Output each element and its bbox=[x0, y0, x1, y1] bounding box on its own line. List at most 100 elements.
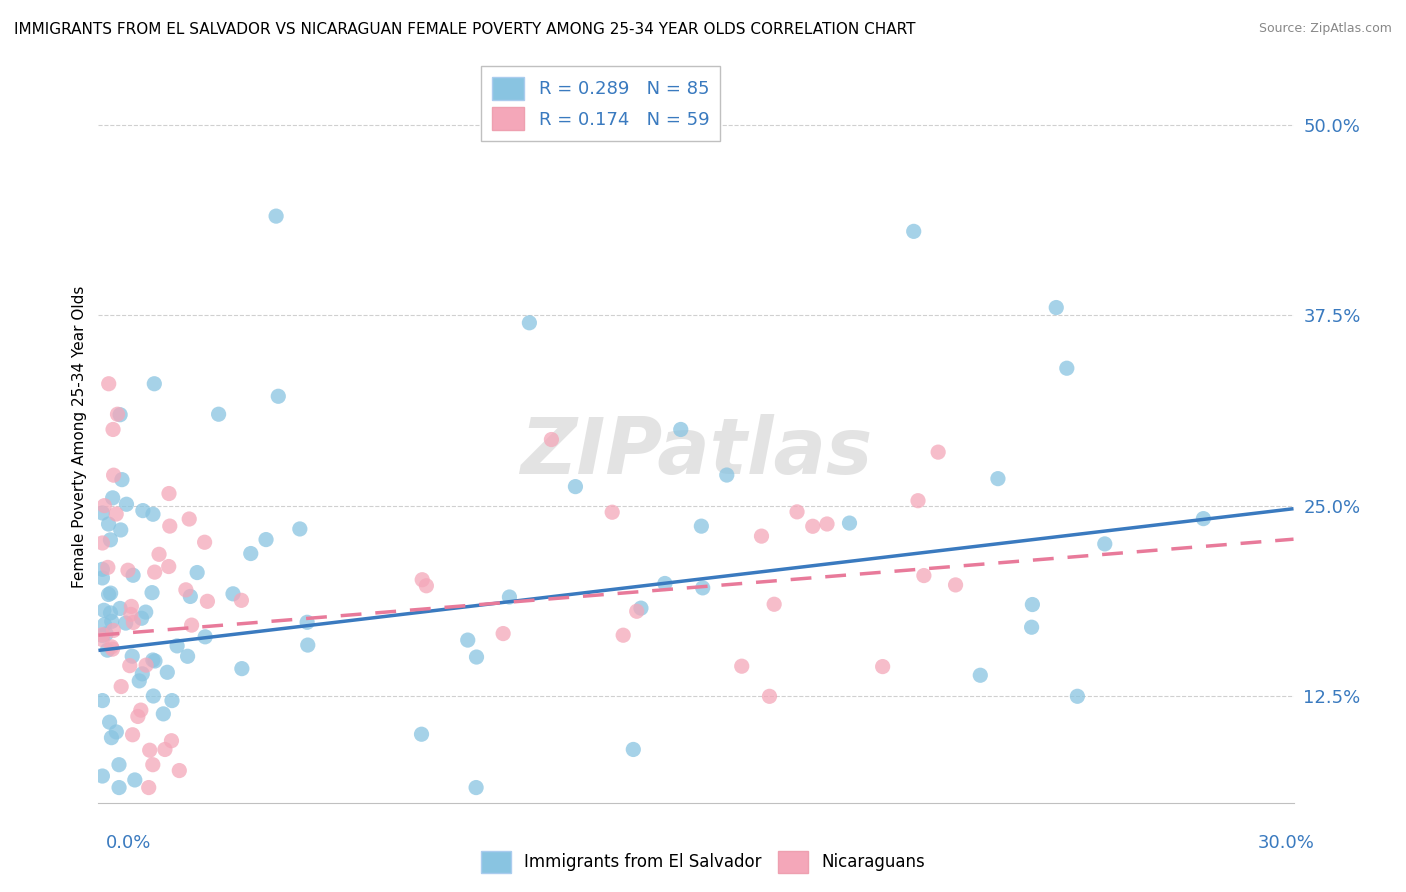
Point bbox=[267, 389, 290, 403]
Point bbox=[540, 433, 562, 447]
Point bbox=[142, 508, 165, 522]
Point bbox=[91, 627, 114, 641]
Point bbox=[239, 547, 262, 561]
Point bbox=[207, 407, 229, 421]
Point bbox=[111, 473, 134, 487]
Point bbox=[124, 772, 146, 787]
Point bbox=[838, 516, 860, 530]
Point bbox=[716, 468, 738, 483]
Point bbox=[103, 468, 125, 483]
Point bbox=[1021, 598, 1043, 612]
Point bbox=[108, 408, 131, 422]
Point bbox=[91, 562, 114, 576]
Point bbox=[174, 582, 197, 597]
Point bbox=[465, 780, 488, 795]
Point bbox=[612, 628, 634, 642]
Point bbox=[492, 626, 515, 640]
Point bbox=[91, 693, 114, 707]
Point bbox=[128, 673, 150, 688]
Point bbox=[786, 505, 808, 519]
Point bbox=[148, 547, 170, 561]
Point bbox=[669, 422, 692, 436]
Point bbox=[295, 615, 318, 630]
Point bbox=[411, 573, 433, 587]
Point bbox=[100, 533, 122, 547]
Point bbox=[169, 764, 191, 778]
Point bbox=[231, 593, 253, 607]
Point bbox=[118, 658, 141, 673]
Point bbox=[108, 601, 131, 615]
Point bbox=[131, 666, 153, 681]
Point bbox=[264, 209, 287, 223]
Point bbox=[907, 493, 929, 508]
Point bbox=[1192, 511, 1215, 525]
Point bbox=[110, 523, 132, 537]
Point bbox=[969, 668, 991, 682]
Legend: R = 0.289   N = 85, R = 0.174   N = 59: R = 0.289 N = 85, R = 0.174 N = 59 bbox=[481, 66, 720, 141]
Point bbox=[114, 616, 136, 631]
Point bbox=[927, 445, 949, 459]
Point bbox=[1094, 537, 1116, 551]
Point bbox=[231, 662, 253, 676]
Point bbox=[103, 624, 125, 638]
Point bbox=[1066, 690, 1088, 704]
Point bbox=[152, 706, 174, 721]
Point bbox=[690, 519, 713, 533]
Legend: Immigrants from El Salvador, Nicaraguans: Immigrants from El Salvador, Nicaraguans bbox=[474, 845, 932, 880]
Text: ZIPatlas: ZIPatlas bbox=[520, 414, 872, 490]
Point bbox=[96, 627, 118, 641]
Point bbox=[179, 590, 201, 604]
Point bbox=[194, 630, 217, 644]
Point bbox=[654, 576, 676, 591]
Point bbox=[157, 486, 180, 500]
Text: 30.0%: 30.0% bbox=[1258, 834, 1315, 852]
Point bbox=[1021, 620, 1043, 634]
Point bbox=[108, 757, 131, 772]
Point bbox=[132, 503, 155, 517]
Point bbox=[415, 579, 437, 593]
Point bbox=[120, 599, 142, 614]
Point bbox=[166, 639, 188, 653]
Point bbox=[186, 566, 208, 580]
Point bbox=[97, 587, 120, 601]
Point bbox=[197, 594, 219, 608]
Point bbox=[157, 559, 180, 574]
Point bbox=[411, 727, 433, 741]
Point bbox=[101, 491, 124, 505]
Point bbox=[903, 224, 925, 238]
Point bbox=[91, 536, 114, 550]
Point bbox=[108, 780, 131, 795]
Point bbox=[100, 606, 122, 620]
Text: Source: ZipAtlas.com: Source: ZipAtlas.com bbox=[1258, 22, 1392, 36]
Point bbox=[100, 640, 122, 654]
Point bbox=[91, 571, 114, 585]
Point bbox=[1045, 301, 1067, 315]
Point bbox=[100, 586, 122, 600]
Point bbox=[288, 522, 311, 536]
Point bbox=[630, 601, 652, 615]
Point bbox=[121, 728, 143, 742]
Point bbox=[93, 603, 115, 617]
Point bbox=[498, 590, 520, 604]
Point bbox=[93, 617, 115, 632]
Point bbox=[180, 618, 202, 632]
Point bbox=[692, 581, 714, 595]
Point bbox=[142, 757, 165, 772]
Point bbox=[815, 516, 838, 531]
Point bbox=[176, 649, 198, 664]
Point bbox=[135, 658, 157, 673]
Point bbox=[1056, 361, 1078, 376]
Point bbox=[127, 709, 149, 723]
Point bbox=[138, 743, 160, 757]
Point bbox=[91, 632, 114, 647]
Point bbox=[912, 568, 935, 582]
Text: IMMIGRANTS FROM EL SALVADOR VS NICARAGUAN FEMALE POVERTY AMONG 25-34 YEAR OLDS C: IMMIGRANTS FROM EL SALVADOR VS NICARAGUA… bbox=[14, 22, 915, 37]
Point bbox=[758, 690, 780, 704]
Point bbox=[751, 529, 773, 543]
Point bbox=[100, 615, 122, 629]
Point bbox=[143, 565, 166, 579]
Point bbox=[763, 597, 786, 611]
Point bbox=[98, 715, 121, 730]
Point bbox=[142, 689, 165, 703]
Point bbox=[141, 585, 163, 599]
